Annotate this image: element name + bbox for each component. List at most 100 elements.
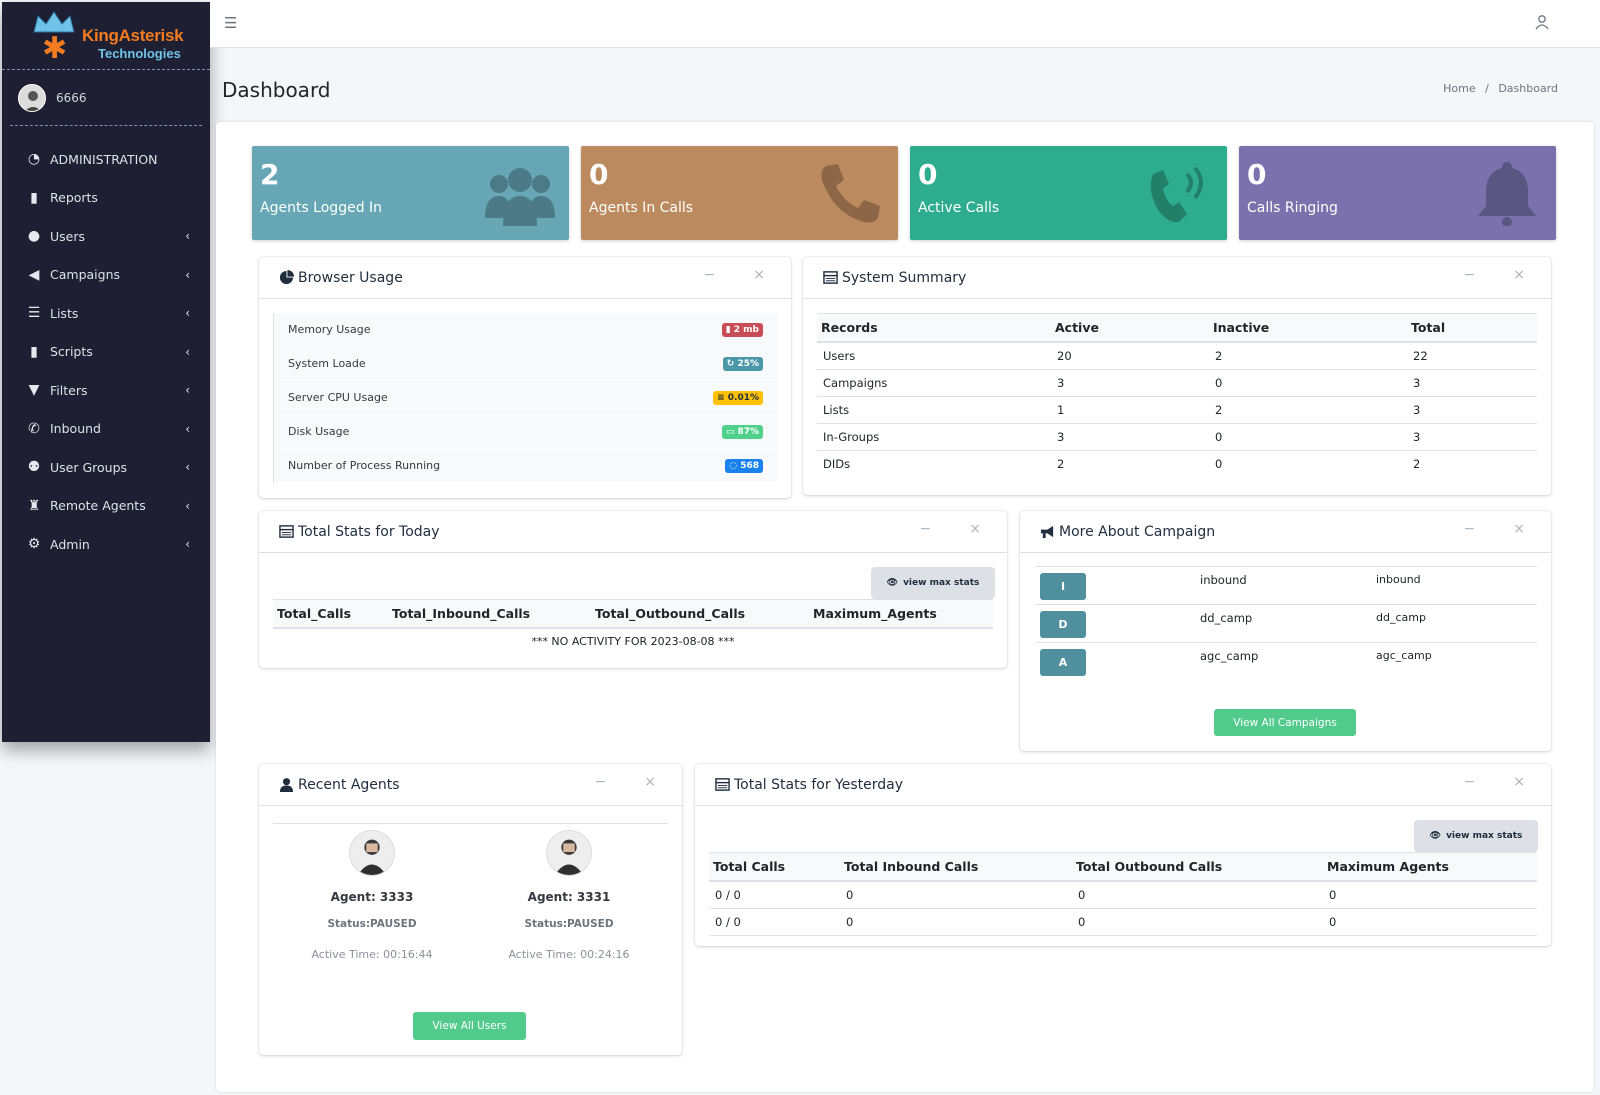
list-item: Number of Process Running ◌ 568 <box>274 449 777 483</box>
bullhorn-icon <box>1040 525 1054 539</box>
collapse-icon[interactable]: − <box>1463 774 1476 790</box>
collapse-icon[interactable]: − <box>1463 267 1476 283</box>
stat-value: 0 <box>1247 158 1267 191</box>
user-panel[interactable]: 6666 <box>10 70 202 126</box>
agent-name: Agent: 3331 <box>527 890 611 904</box>
stat-calls-ringing[interactable]: 0 Calls Ringing <box>1239 146 1556 240</box>
brand-logo[interactable]: ✱ KingAsterisk Technologies <box>2 2 210 70</box>
column-header: Inactive <box>1209 313 1407 343</box>
panel-title: Total Stats for Yesterday <box>734 776 903 793</box>
brand-name: KingAsterisk <box>82 25 184 45</box>
pie-chart-icon <box>279 270 294 285</box>
stat-agents-logged-in[interactable]: 2 Agents Logged In <box>252 146 569 240</box>
panel-title: System Summary <box>842 269 967 286</box>
panel-tools: − × <box>882 521 981 537</box>
divider <box>273 823 668 824</box>
chevron-left-icon: ‹ <box>185 421 190 436</box>
column-header: Maximum Agents <box>1323 852 1537 882</box>
eye-icon: 👁 <box>886 578 899 588</box>
view-max-stats-button[interactable]: 👁 view max stats <box>871 567 995 599</box>
stat-agents-in-calls[interactable]: 0 Agents In Calls <box>581 146 898 240</box>
agent-active-time: Active Time: 00:24:16 <box>508 948 630 961</box>
system-summary-table-wrap: Records Active Inactive Total Users 20 2 22… <box>817 313 1537 478</box>
sidebar-item-lists[interactable]: ☰ Lists ‹ <box>2 294 210 333</box>
column-header: Total_Calls <box>273 599 388 629</box>
sidebar-item-admin[interactable]: ⚙ Admin ‹ <box>2 525 210 564</box>
view-all-users-button[interactable]: View All Users <box>413 1012 526 1040</box>
view-all-campaigns-button[interactable]: View All Campaigns <box>1214 709 1356 736</box>
close-icon[interactable]: × <box>644 774 656 790</box>
panel-title: More About Campaign <box>1059 523 1216 540</box>
panel-tools: − × <box>1426 267 1525 283</box>
campaign-id: inbound <box>1376 573 1421 586</box>
sidebar-item-inbound[interactable]: ✆ Inbound ‹ <box>2 410 210 449</box>
sidebar-item-users[interactable]: ● Users ‹ <box>2 217 210 256</box>
collapse-icon[interactable]: − <box>919 521 932 537</box>
close-icon[interactable]: × <box>1513 521 1525 537</box>
stat-label: Active Calls <box>918 200 1000 216</box>
stat-value: 0 <box>918 158 938 191</box>
list-item: Server CPU Usage ≡ 0.01% <box>274 381 777 415</box>
table-icon <box>715 778 730 791</box>
stat-label: Agents In Calls <box>589 200 694 216</box>
campaign-id: agc_camp <box>1376 649 1432 662</box>
close-icon[interactable]: × <box>969 521 981 537</box>
sidebar-item-reports[interactable]: ▮ Reports <box>2 179 210 218</box>
panel-tools: − × <box>557 774 656 790</box>
list-item[interactable]: D dd_camp dd_camp <box>1036 604 1537 642</box>
column-header: Total Calls <box>709 852 840 882</box>
chevron-left-icon: ‹ <box>185 344 190 359</box>
file-icon: ▮ <box>30 189 38 206</box>
breadcrumb-home-link[interactable]: Home <box>1443 82 1476 95</box>
column-header: Maximum_Agents <box>809 599 993 629</box>
agent-card[interactable]: Agent: 3331 Status:PAUSED Active Time: 0… <box>469 830 669 961</box>
user-account-icon[interactable] <box>1534 14 1550 30</box>
list-item[interactable]: A agc_camp agc_camp <box>1036 642 1537 680</box>
list-item: System Loade ↻ 25% <box>274 347 777 381</box>
eye-icon: 👁 <box>1429 831 1442 841</box>
panel-header: Total Stats for Yesterday − × <box>695 764 1551 806</box>
breadcrumb-separator: / <box>1485 82 1489 95</box>
hamburger-menu-icon[interactable]: ☰ <box>224 14 238 32</box>
sidebar-item-campaigns[interactable]: ◀ Campaigns ‹ <box>2 256 210 295</box>
view-max-stats-button[interactable]: 👁 view max stats <box>1414 820 1538 852</box>
campaign-letter-badge: A <box>1040 649 1086 676</box>
system-summary-panel: System Summary − × Records Active Inactiv… <box>803 257 1551 495</box>
collapse-icon[interactable]: − <box>703 267 716 283</box>
user-secret-icon: ♜ <box>27 497 41 514</box>
close-icon[interactable]: × <box>753 267 765 283</box>
cpu-badge: ≡ 0.01% <box>713 390 763 405</box>
close-icon[interactable]: × <box>1513 774 1525 790</box>
close-icon[interactable]: × <box>1513 267 1525 283</box>
column-header: Total Outbound Calls <box>1072 852 1323 882</box>
campaign-letter-badge: I <box>1040 573 1086 600</box>
list-item[interactable]: I inbound inbound <box>1036 566 1537 604</box>
asterisk-icon: ✱ <box>42 30 68 66</box>
user-icon: ● <box>27 228 41 245</box>
stat-label: Agents Logged In <box>260 200 383 216</box>
column-header: Records <box>817 313 1051 343</box>
breadcrumb: Home / Dashboard <box>1443 82 1558 95</box>
collapse-icon[interactable]: − <box>1463 521 1476 537</box>
table-row: Users 20 2 22 <box>817 342 1537 370</box>
sidebar-item-remote-agents[interactable]: ♜ Remote Agents ‹ <box>2 487 210 526</box>
collapse-icon[interactable]: − <box>594 774 607 790</box>
sidebar-item-filters[interactable]: ▼ Filters ‹ <box>2 371 210 410</box>
agent-card[interactable]: Agent: 3333 Status:PAUSED Active Time: 0… <box>272 830 472 961</box>
sidebar-item-user-groups[interactable]: ⚉ User Groups ‹ <box>2 448 210 487</box>
list-item: Disk Usage ▭ 87% <box>274 415 777 449</box>
phone-icon <box>821 164 880 223</box>
sidebar-item-scripts[interactable]: ▮ Scripts ‹ <box>2 333 210 372</box>
chevron-left-icon: ‹ <box>185 383 190 398</box>
phone-volume-icon <box>1150 166 1203 223</box>
column-header: Active <box>1051 313 1209 343</box>
agent-status: Status:PAUSED <box>327 918 417 930</box>
sidebar-nav: ◔ ADMINISTRATION ▮ Reports ● Users ‹ ◀ Campai… <box>2 140 210 564</box>
stat-active-calls[interactable]: 0 Active Calls <box>910 146 1227 240</box>
gauge-icon: ◔ <box>27 151 41 168</box>
panel-title: Total Stats for Today <box>298 523 440 540</box>
campaign-name: dd_camp <box>1200 611 1253 625</box>
logo: ✱ KingAsterisk Technologies <box>28 8 188 64</box>
sidebar-item-administration[interactable]: ◔ ADMINISTRATION <box>2 140 210 179</box>
